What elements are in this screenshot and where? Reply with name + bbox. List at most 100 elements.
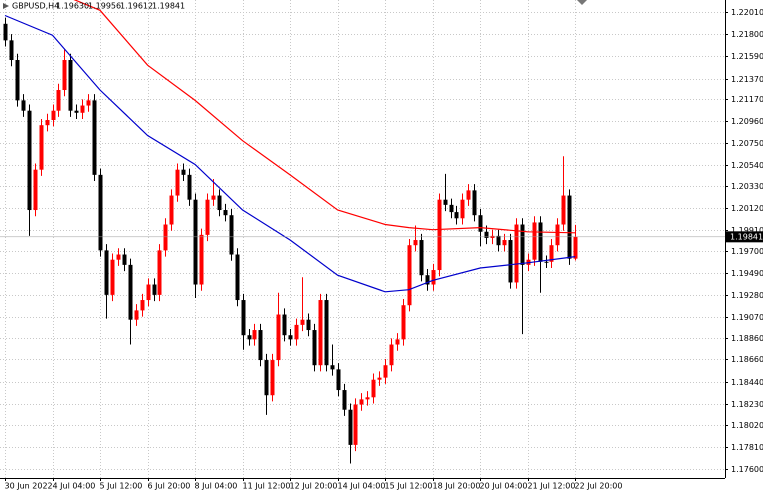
y-tick-label: 1.19700: [731, 247, 763, 256]
y-tick-label: 1.19280: [731, 291, 763, 300]
candle-body: [371, 379, 376, 398]
x-tick-label: 20 Jul 04:00: [480, 482, 528, 491]
header: GBPUSD,H4 1.19630 1.19956 1.19612 1.1984…: [3, 2, 185, 11]
y-tick-label: 1.21800: [731, 30, 763, 39]
candle-body: [454, 212, 459, 219]
y-tick-label: 1.21170: [731, 95, 763, 104]
candle-body: [211, 195, 216, 200]
y-tick-label: 1.20750: [731, 139, 763, 148]
candle-body: [270, 360, 275, 396]
candle-body: [193, 199, 198, 285]
grid: [0, 0, 725, 478]
candle-body: [104, 250, 109, 295]
candle-body: [110, 259, 115, 295]
candle-body: [460, 199, 465, 219]
y-tick-label: 1.20960: [731, 117, 763, 126]
candle-body: [407, 245, 412, 306]
candle-body: [300, 319, 305, 325]
candle-body: [395, 339, 400, 345]
x-tick-label: 12 Jul 20:00: [290, 482, 338, 491]
last-price-label: 1.19841: [730, 232, 763, 241]
x-tick-label: 18 Jul 20:00: [433, 482, 481, 491]
candle-body: [330, 365, 335, 370]
y-tick-label: 1.21590: [731, 52, 763, 61]
candle-body: [62, 60, 67, 91]
last-price-box: [726, 231, 763, 243]
moving-average: [73, 0, 576, 234]
y-tick-label: 1.19070: [731, 313, 763, 322]
candle-body: [431, 270, 436, 285]
candle-body: [146, 284, 151, 301]
x-tick-label: 5 Jul 12:00: [100, 482, 143, 491]
candle-body: [555, 224, 560, 246]
candle-body: [419, 240, 424, 276]
candle-body: [573, 236, 578, 259]
y-tick-label: 1.18020: [731, 421, 763, 430]
candle-body: [514, 224, 519, 283]
candle-body: [98, 174, 103, 251]
candle-body: [549, 245, 554, 262]
candle-body: [348, 409, 353, 445]
y-tick-label: 1.18660: [731, 355, 763, 364]
header-high: 1.19956: [88, 2, 121, 11]
candle-body: [318, 300, 323, 366]
y-tick-label: 1.22010: [731, 8, 763, 17]
candle-body: [508, 240, 513, 283]
candle-body: [502, 240, 507, 246]
x-tick-label: 8 Jul 04:00: [195, 482, 238, 491]
candle-body: [342, 390, 347, 410]
candle-body: [567, 195, 572, 259]
candle-body: [229, 215, 234, 255]
candle-body: [365, 397, 370, 400]
candle-body: [199, 234, 204, 285]
candle-body: [294, 324, 299, 340]
candle-body: [484, 231, 489, 238]
y-tick-label: 1.18230: [731, 400, 763, 409]
axes: 1.22010 1.21800 1.21590 1.21370 1.21170 1.209…: [5, 8, 763, 491]
candle-body: [80, 105, 85, 113]
candle-body: [389, 344, 394, 366]
candle-body: [116, 254, 121, 260]
x-tick-label: 4 Jul 04:00: [53, 482, 96, 491]
candle-body: [122, 254, 127, 265]
candle-body: [401, 305, 406, 340]
candle-body: [33, 169, 38, 211]
candle-body: [74, 110, 79, 113]
y-tick-label: 1.20330: [731, 182, 763, 191]
candle-body: [187, 174, 192, 200]
candle-body: [472, 190, 477, 216]
plot: [0, 0, 725, 464]
candle-body: [223, 210, 228, 216]
candle-body: [336, 369, 341, 391]
candle-body: [324, 300, 329, 366]
symbol: GBPUSD,H4: [12, 2, 59, 11]
shift-marker: [577, 0, 587, 5]
candle-body: [538, 222, 543, 262]
header-close: 1.19841: [152, 2, 185, 11]
candle-body: [561, 195, 566, 225]
candle-body: [496, 235, 501, 246]
candle-body: [383, 365, 388, 378]
moving-average: [4, 14, 576, 293]
candle-body: [3, 23, 8, 41]
candle-body: [241, 300, 246, 336]
candle-body: [449, 204, 454, 213]
candle-body: [264, 360, 269, 396]
x-tick-label: 30 Jun 2022: [5, 482, 53, 491]
y-tick-label: 1.18860: [731, 334, 763, 343]
candle-body: [92, 100, 97, 175]
candle-body: [252, 330, 257, 340]
candle-body: [258, 330, 263, 361]
candle-body: [437, 199, 442, 271]
y-tick-label: 1.17810: [731, 443, 763, 452]
candle-body: [152, 284, 157, 295]
candle-body: [217, 195, 222, 211]
candle-body: [27, 110, 32, 211]
candle-body: [359, 399, 364, 405]
candle-body: [247, 335, 252, 340]
x-tick-label: 11 Jul 12:00: [243, 482, 291, 491]
y-tick-label: 1.17600: [731, 465, 763, 474]
candle-body: [478, 215, 483, 232]
